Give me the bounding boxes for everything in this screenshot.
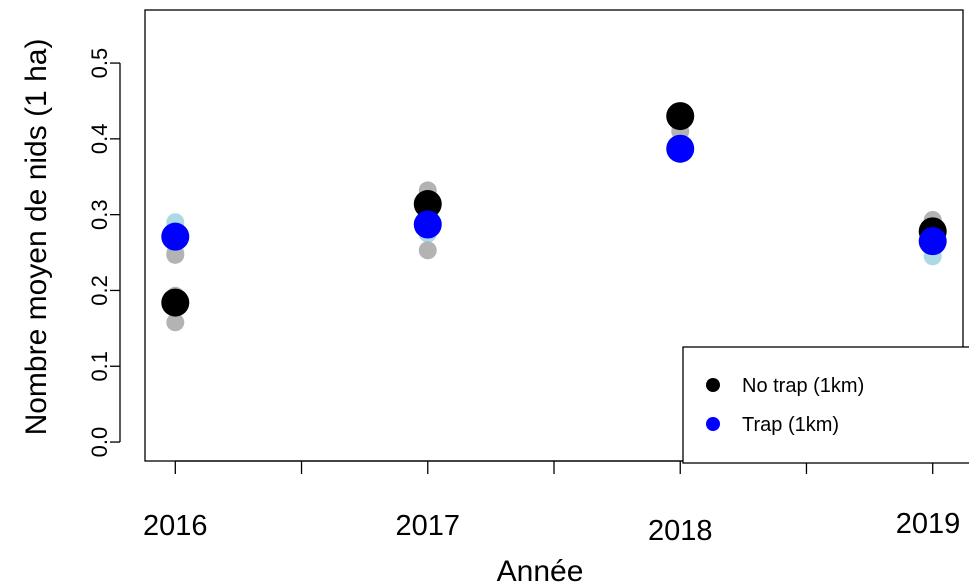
replicate-point: [418, 241, 437, 260]
x-tick-label: 2018: [648, 515, 713, 547]
x-tick-label: 2016: [143, 510, 208, 542]
legend-marker: [706, 378, 720, 392]
y-axis-label: Nombre moyen de nids (1 ha): [20, 39, 53, 436]
legend-label: Trap (1km): [742, 414, 839, 436]
x-tick-label: 2017: [396, 510, 461, 542]
legend-box: [682, 346, 969, 464]
y-tick-label: 0.4: [87, 124, 112, 155]
x-tick-label: 2019: [896, 508, 961, 540]
trap-point: [666, 134, 695, 163]
legend-marker: [706, 417, 720, 431]
no-trap-point: [413, 190, 442, 219]
no-trap-point: [161, 288, 190, 317]
y-tick-label: 0.1: [87, 351, 112, 382]
y-tick-label: 0.3: [87, 199, 112, 230]
trap-point: [918, 227, 947, 256]
y-tick-label: 0.2: [87, 275, 112, 306]
legend-label: No trap (1km): [742, 375, 864, 397]
y-tick-label: 0.5: [87, 48, 112, 79]
replicate-point: [166, 245, 185, 264]
replicate-point: [166, 313, 185, 332]
x-axis-label: Année: [497, 555, 584, 583]
trap-point: [413, 210, 442, 239]
legend: No trap (1km) Trap (1km): [682, 346, 969, 464]
y-tick-label: 0.0: [87, 427, 112, 458]
trap-point: [161, 222, 190, 251]
no-trap-point: [666, 102, 695, 131]
